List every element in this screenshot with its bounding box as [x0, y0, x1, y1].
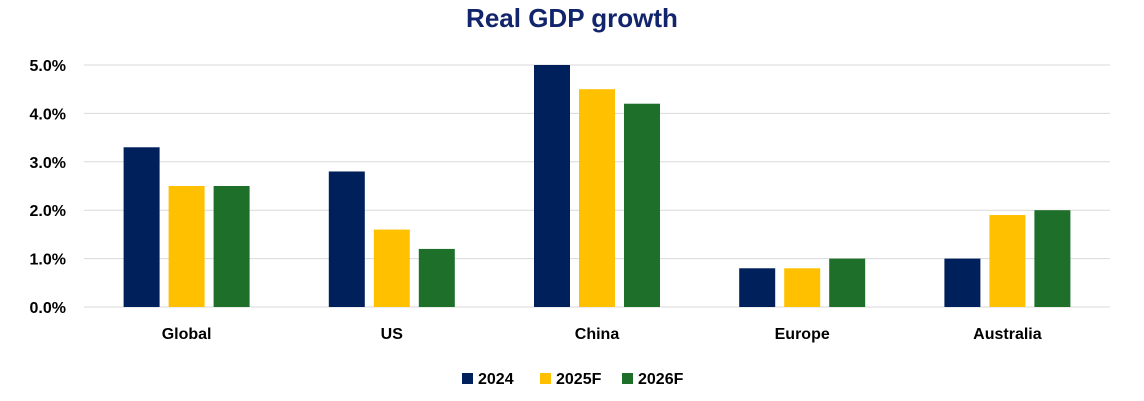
- legend-swatch: [540, 373, 551, 384]
- legend: 2024 2025F 2026F: [462, 371, 684, 388]
- bar-global-2024: [123, 147, 160, 307]
- chart-title: Real GDP growth: [466, 3, 678, 33]
- bar-china-2024: [534, 65, 570, 307]
- bar-australia-2024: [944, 258, 981, 307]
- bar-china-2025f: [579, 89, 615, 307]
- legend-swatch: [622, 373, 633, 384]
- x-tick-label: Australia: [973, 326, 1042, 343]
- y-tick-label: 2.0%: [30, 203, 66, 220]
- y-axis-ticks: 0.0% 1.0% 2.0% 3.0% 4.0% 5.0%: [30, 58, 66, 317]
- y-tick-label: 4.0%: [30, 106, 66, 123]
- bar-australia-2026f: [1034, 210, 1071, 307]
- x-tick-label: Global: [162, 326, 212, 343]
- legend-swatch: [462, 373, 473, 384]
- y-tick-label: 1.0%: [30, 252, 66, 269]
- bar-global-2025f: [168, 186, 205, 307]
- y-tick-label: 5.0%: [30, 58, 66, 75]
- bar-china-2026f: [624, 103, 660, 307]
- x-tick-label: China: [575, 326, 620, 343]
- legend-label: 2026F: [638, 371, 684, 388]
- legend-item-2024: 2024: [462, 371, 514, 388]
- x-tick-label: US: [381, 326, 404, 343]
- bar-global-2026f: [213, 186, 250, 307]
- x-tick-label: Europe: [775, 326, 830, 343]
- bar-europe-2026f: [829, 258, 866, 307]
- bars: [123, 65, 1071, 307]
- bar-us-2025f: [373, 229, 410, 307]
- bar-europe-2025f: [784, 268, 821, 307]
- legend-label: 2025F: [556, 371, 602, 388]
- bar-europe-2024: [739, 268, 776, 307]
- y-tick-label: 3.0%: [30, 155, 66, 172]
- legend-label: 2024: [478, 371, 514, 388]
- bar-us-2024: [328, 171, 365, 307]
- legend-item-2025f: 2025F: [540, 371, 602, 388]
- x-axis-ticks: Global US China Europe Australia: [162, 326, 1042, 343]
- legend-item-2026f: 2026F: [622, 371, 684, 388]
- y-tick-label: 0.0%: [30, 300, 66, 317]
- bar-us-2026f: [418, 248, 455, 307]
- bar-australia-2025f: [989, 215, 1026, 307]
